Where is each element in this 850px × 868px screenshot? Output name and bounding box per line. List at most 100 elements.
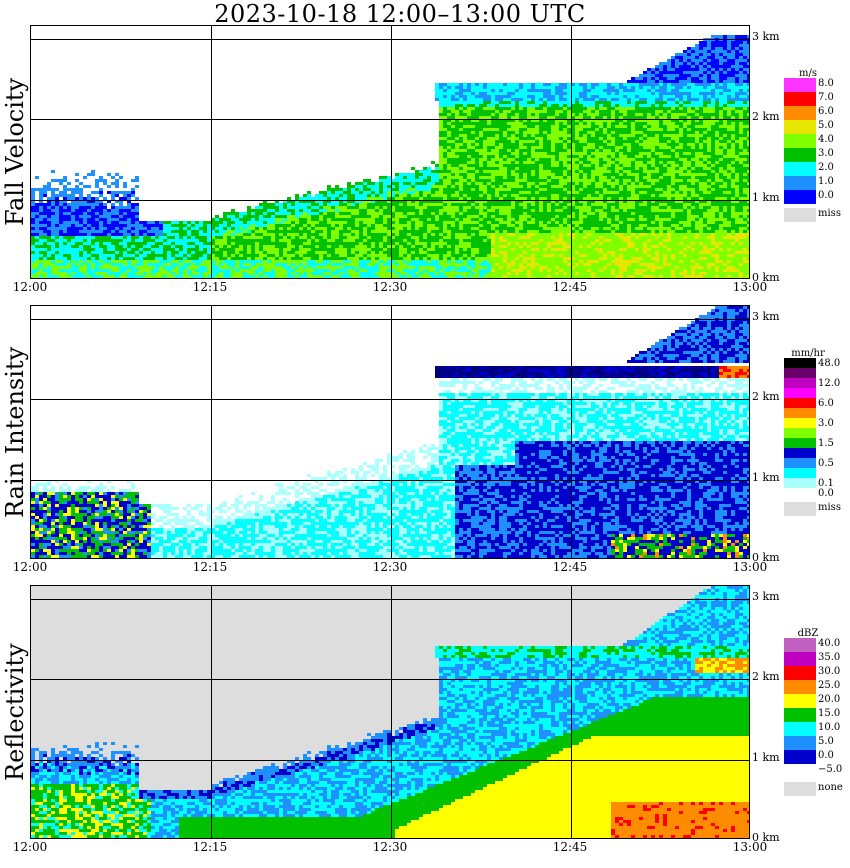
y-tick-label: 1 km xyxy=(752,471,780,484)
x-tick-label: 12:00 xyxy=(0,840,60,854)
x-tick-label: 13:00 xyxy=(720,280,780,294)
legend-level-label: 0.0 xyxy=(818,750,834,761)
panel-label: Rain Intensity xyxy=(0,305,30,559)
y-tick-label: 1 km xyxy=(752,751,780,764)
x-tick-label: 12:00 xyxy=(0,560,60,574)
legend-swatch xyxy=(784,468,816,478)
legend-level-label: 8.0 xyxy=(818,78,834,89)
legend-level-label: 30.0 xyxy=(818,666,840,677)
y-tick-label: 2 km xyxy=(752,390,780,403)
y-tick-label: 0 km xyxy=(752,271,780,284)
legend-missing-label: miss xyxy=(818,502,841,513)
x-tick-label: 13:00 xyxy=(720,840,780,854)
y-tick-label: 3 km xyxy=(752,590,780,603)
legend-level-label: 3.0 xyxy=(818,418,834,429)
legend-level-label: −5.0 xyxy=(818,764,842,775)
legend-missing-swatch xyxy=(784,208,816,222)
legend-swatch xyxy=(784,148,816,162)
legend-swatch xyxy=(784,708,816,722)
legend-level-label: 0.0 xyxy=(818,190,834,201)
legend-swatch xyxy=(784,368,816,378)
legend-level-label: 12.0 xyxy=(818,378,840,389)
legend-swatch xyxy=(784,358,816,368)
legend-swatch xyxy=(784,722,816,736)
legend-level-label: 35.0 xyxy=(818,652,840,663)
heatmap-plot xyxy=(30,25,750,279)
heatmap-plot xyxy=(30,585,750,839)
panel-label: Fall Velocity xyxy=(0,25,30,279)
legend-swatch xyxy=(784,638,816,652)
y-tick-label: 1 km xyxy=(752,191,780,204)
x-tick-label: 12:15 xyxy=(180,280,240,294)
legend-swatch xyxy=(784,764,816,778)
legend-swatch xyxy=(784,378,816,388)
legend-missing-swatch xyxy=(784,782,816,796)
y-tick-label: 0 km xyxy=(752,551,780,564)
legend-level-label: 3.0 xyxy=(818,148,834,159)
legend-level-label: 40.0 xyxy=(818,638,840,649)
legend-level-label: 7.0 xyxy=(818,92,834,103)
heatmap-svg xyxy=(31,306,749,558)
heatmap-cells xyxy=(31,306,749,558)
legend-missing-label: miss xyxy=(818,208,841,219)
chart-title: 2023-10-18 12:00–13:00 UTC xyxy=(0,0,800,28)
x-tick-label: 12:45 xyxy=(540,560,600,574)
legend-level-label: 5.0 xyxy=(818,736,834,747)
legend-swatch xyxy=(784,428,816,438)
y-tick-label: 3 km xyxy=(752,310,780,323)
legend-swatch xyxy=(784,190,816,204)
x-tick-label: 12:30 xyxy=(360,560,420,574)
legend-level-label: 1.5 xyxy=(818,438,834,449)
y-tick-label: 2 km xyxy=(752,110,780,123)
legend-level-label: 6.0 xyxy=(818,398,834,409)
y-tick-label: 3 km xyxy=(752,30,780,43)
color-legend: mm/hr 48.0 12.0 6.0 3.0 1.5 0.5 0.1 0.0 miss xyxy=(784,348,850,588)
legend-level-label: 5.0 xyxy=(818,120,834,131)
legend-swatch xyxy=(784,176,816,190)
legend-level-label: 4.0 xyxy=(818,134,834,145)
legend-swatch xyxy=(784,134,816,148)
grid-lines xyxy=(31,586,749,838)
legend-level-label: 0.5 xyxy=(818,458,834,469)
y-tick-label: 2 km xyxy=(752,670,780,683)
legend-swatch xyxy=(784,750,816,764)
x-tick-label: 12:45 xyxy=(540,280,600,294)
heatmap-svg xyxy=(31,26,749,278)
legend-swatch xyxy=(784,162,816,176)
legend-swatch xyxy=(784,388,816,398)
grid-lines xyxy=(31,306,749,558)
legend-level-label: 15.0 xyxy=(818,708,840,719)
x-tick-label: 12:15 xyxy=(180,840,240,854)
legend-swatch xyxy=(784,736,816,750)
legend-level-label: 6.0 xyxy=(818,106,834,117)
heatmap-svg xyxy=(31,586,749,838)
heatmap-cells xyxy=(31,586,749,838)
legend-swatch xyxy=(784,92,816,106)
legend-level-label: 25.0 xyxy=(818,680,840,691)
legend-level-label: 48.0 xyxy=(818,358,840,369)
x-tick-label: 12:15 xyxy=(180,560,240,574)
legend-level-label: 20.0 xyxy=(818,694,840,705)
grid-lines xyxy=(31,26,749,278)
heatmap-plot xyxy=(30,305,750,559)
legend-swatch xyxy=(784,408,816,418)
legend-swatch xyxy=(784,458,816,468)
heatmap-cells xyxy=(31,35,749,278)
legend-level-label: 1.0 xyxy=(818,176,834,187)
legend-unit: m/s xyxy=(784,68,832,79)
legend-level-label: 0.1 xyxy=(818,478,834,489)
legend-swatch xyxy=(784,666,816,680)
x-tick-label: 12:30 xyxy=(360,840,420,854)
legend-swatch xyxy=(784,680,816,694)
legend-level-label: 2.0 xyxy=(818,162,834,173)
legend-unit: mm/hr xyxy=(784,348,832,359)
legend-missing-swatch xyxy=(784,502,816,516)
legend-unit: dBZ xyxy=(784,628,832,639)
legend-swatch xyxy=(784,106,816,120)
x-tick-label: 12:45 xyxy=(540,840,600,854)
legend-level-label: 10.0 xyxy=(818,722,840,733)
legend-swatch xyxy=(784,694,816,708)
legend-swatch xyxy=(784,438,816,448)
legend-swatch xyxy=(784,120,816,134)
legend-swatch xyxy=(784,478,816,488)
